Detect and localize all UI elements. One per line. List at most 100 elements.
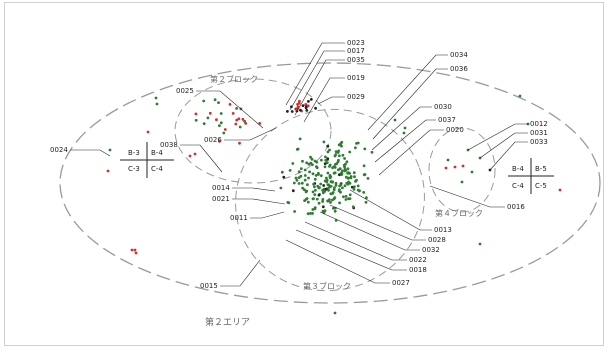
find-point — [286, 201, 290, 204]
find-point — [333, 166, 337, 169]
find-point — [354, 146, 357, 150]
find-point — [341, 169, 344, 173]
label-0025: 0025 — [176, 87, 194, 95]
find-point — [313, 185, 316, 189]
grid-left-tr: B-4 — [151, 149, 163, 157]
find-point — [300, 181, 304, 185]
find-point — [331, 180, 334, 184]
find-point — [306, 200, 310, 204]
find-point — [329, 192, 333, 196]
find-point — [218, 139, 221, 143]
label-0034: 0034 — [450, 51, 468, 59]
find-point — [366, 177, 370, 180]
find-point — [301, 159, 304, 163]
label-0012: 0012 — [530, 120, 548, 128]
find-point — [219, 112, 223, 115]
label-0015: 0015 — [200, 282, 218, 290]
find-point — [558, 188, 562, 192]
find-point — [317, 171, 320, 175]
find-point — [321, 205, 325, 209]
find-point — [238, 141, 241, 145]
grid-cross-left: B-3 B-4 C-3 C-4 — [120, 142, 174, 178]
find-point — [317, 201, 321, 205]
grid-right-bl: C-4 — [512, 182, 524, 190]
find-point — [403, 126, 407, 130]
find-point — [333, 171, 337, 175]
find-point — [345, 160, 349, 164]
find-point — [316, 184, 320, 188]
find-point — [306, 183, 309, 187]
find-point — [337, 149, 340, 153]
area-2-outline — [59, 62, 601, 304]
find-point — [321, 198, 325, 201]
find-point — [333, 196, 337, 200]
find-point — [303, 174, 307, 177]
find-point — [313, 177, 317, 181]
find-point — [370, 150, 374, 154]
find-point — [315, 160, 319, 164]
find-point — [352, 188, 356, 191]
find-point — [313, 193, 317, 197]
find-point — [365, 196, 368, 200]
find-point — [234, 122, 238, 126]
find-point — [346, 176, 350, 180]
find-point — [243, 119, 247, 123]
find-point — [290, 110, 294, 113]
find-point — [333, 186, 336, 190]
find-point — [296, 105, 300, 109]
find-point — [333, 311, 337, 315]
find-point — [106, 169, 110, 173]
block-2-outline — [174, 78, 332, 184]
label-0028: 0028 — [428, 236, 446, 244]
label-0019: 0019 — [347, 74, 365, 82]
label-0013: 0013 — [434, 226, 452, 234]
find-point — [282, 175, 286, 179]
grid-right-tl: B-4 — [512, 165, 524, 173]
find-point — [301, 186, 304, 190]
find-point — [303, 178, 307, 182]
find-point — [326, 183, 330, 187]
find-point — [304, 106, 308, 110]
find-point — [326, 171, 330, 175]
find-point — [307, 100, 310, 103]
grid-right-tr: B-5 — [535, 165, 547, 173]
leader-lines — [70, 42, 528, 287]
find-point — [291, 162, 295, 165]
find-point — [453, 165, 457, 169]
find-point — [301, 104, 305, 107]
find-point — [288, 169, 292, 172]
find-point — [293, 210, 296, 213]
find-point — [340, 173, 343, 177]
label-0037: 0037 — [438, 116, 456, 124]
find-point — [299, 174, 303, 178]
find-point — [343, 184, 347, 188]
find-point — [323, 162, 327, 166]
find-point — [279, 186, 283, 190]
find-point — [146, 130, 150, 134]
find-point — [202, 122, 206, 125]
find-point — [219, 121, 223, 125]
find-point — [338, 154, 341, 158]
find-point — [108, 148, 112, 152]
label-0030: 0030 — [434, 103, 452, 111]
block-4-outline — [428, 127, 496, 213]
find-point — [309, 155, 312, 159]
find-point — [343, 165, 346, 169]
find-point — [311, 163, 314, 167]
grid-left-tl: B-3 — [128, 149, 140, 157]
find-point — [286, 110, 289, 113]
label-0022: 0022 — [409, 256, 427, 264]
find-point — [339, 183, 343, 187]
find-point — [309, 98, 313, 101]
find-point — [349, 175, 353, 178]
find-point — [235, 118, 239, 122]
find-point — [338, 167, 342, 171]
find-point — [355, 178, 358, 182]
find-point — [311, 172, 315, 176]
find-point — [194, 112, 198, 116]
find-point — [315, 165, 318, 169]
find-point — [328, 148, 331, 152]
find-point — [217, 101, 220, 104]
find-point — [460, 180, 464, 184]
